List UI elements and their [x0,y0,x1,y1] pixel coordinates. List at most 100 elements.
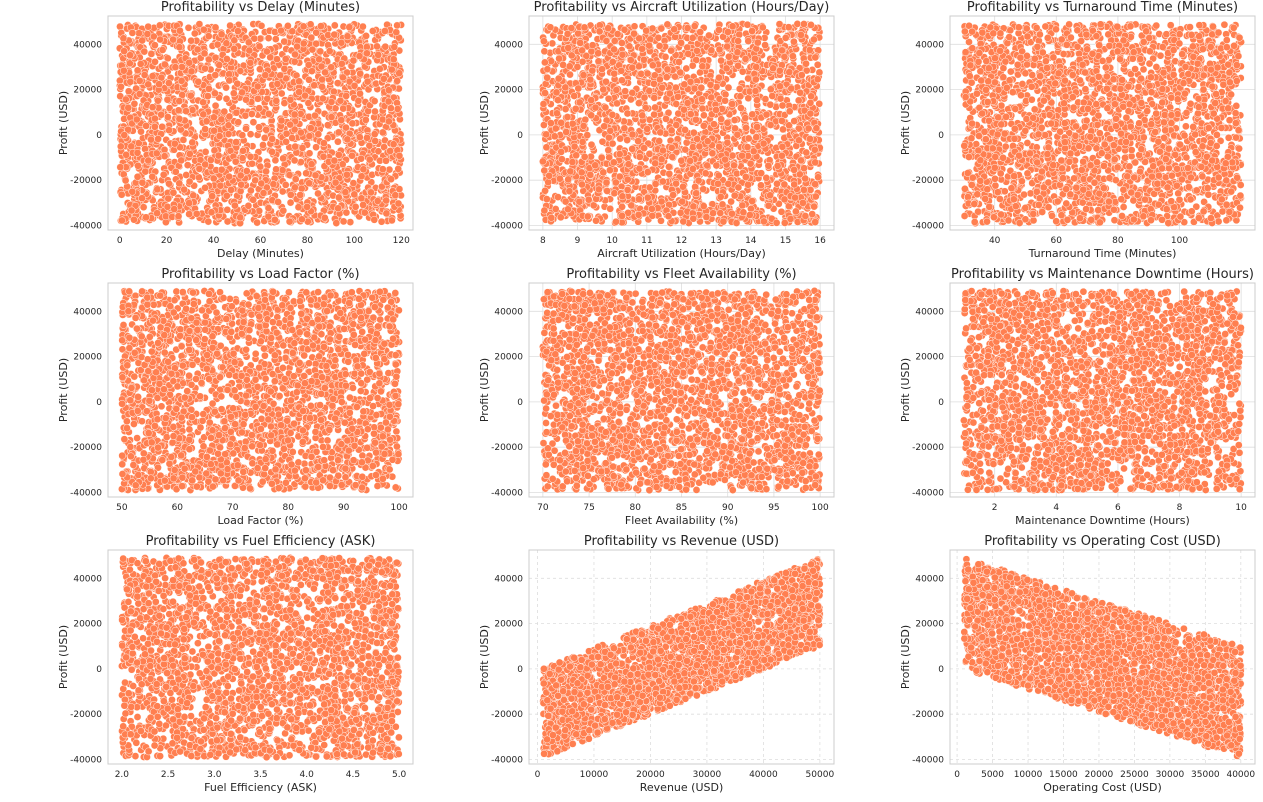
data-point [349,179,358,187]
data-point [662,115,670,123]
data-point [277,89,286,98]
data-point [148,103,157,112]
data-point [612,86,621,94]
data-point [683,24,692,32]
data-point [681,126,689,134]
data-point [160,152,169,161]
data-point [587,140,596,149]
data-point [370,215,379,224]
data-point [567,24,576,32]
data-point [208,192,217,200]
data-point [319,94,327,103]
data-point [696,28,705,36]
data-point [244,201,253,210]
data-point [806,135,814,143]
data-point [683,43,692,52]
data-point [299,39,308,48]
data-point [165,104,174,112]
data-point [689,143,697,151]
data-point [236,187,245,195]
data-point [201,148,210,156]
data-point [128,29,137,37]
y-axis-label: Profit (USD) [57,91,70,155]
data-point [759,139,768,148]
data-point [712,106,720,114]
data-point [238,154,247,162]
data-point [185,210,193,218]
data-point [548,39,557,48]
y-tick-label: -20000 [70,176,102,186]
data-point [742,123,750,132]
data-point [332,219,341,227]
data-point [699,185,708,193]
data-point [119,34,128,43]
data-point [374,147,383,156]
data-point [187,36,195,45]
data-point [268,148,276,156]
data-point [249,118,258,127]
data-point [249,195,258,204]
data-point [305,149,314,158]
data-point [133,148,142,157]
data-point [126,77,135,86]
data-point [295,88,303,96]
data-point [284,22,292,30]
data-point [251,176,260,185]
data-point [598,137,607,146]
data-point [230,45,239,53]
data-point [676,208,685,217]
data-point [214,151,223,160]
data-point [382,209,391,218]
data-point [365,155,374,164]
data-point [281,55,290,63]
data-point [327,63,336,72]
data-point [318,75,326,84]
data-point [373,42,381,51]
data-point [645,87,654,95]
data-point [154,96,162,105]
data-point [190,29,199,38]
data-point [257,21,266,30]
data-point [623,186,632,194]
data-point [132,115,141,124]
data-point [201,64,209,73]
data-point [334,151,343,159]
data-point [164,194,173,203]
data-point [715,73,723,82]
data-point [151,57,159,66]
data-point [561,105,570,113]
data-point [349,56,358,65]
data-point [717,115,726,124]
data-point [260,134,269,142]
data-point [225,172,233,181]
data-point [392,28,401,37]
data-point [161,60,169,69]
data-point [665,89,674,98]
data-point [302,169,310,178]
data-point [748,110,757,119]
data-point [688,61,697,70]
data-point [339,73,347,82]
data-point [151,114,159,123]
data-point [741,114,750,122]
data-point [736,92,745,101]
data-point [244,38,253,47]
data-point [604,24,613,33]
data-point [297,158,305,166]
data-point [259,141,267,149]
data-point [661,53,670,61]
data-point [723,42,731,51]
data-point [361,116,370,124]
data-point [317,62,326,71]
data-point [551,124,560,133]
data-point [116,76,124,85]
data-point [210,113,218,122]
data-point [140,71,149,79]
data-point [186,91,195,100]
data-point [180,185,189,194]
data-point [147,135,155,144]
data-point [318,82,326,91]
data-point [245,46,254,55]
data-point [393,77,402,85]
data-point [175,97,184,105]
